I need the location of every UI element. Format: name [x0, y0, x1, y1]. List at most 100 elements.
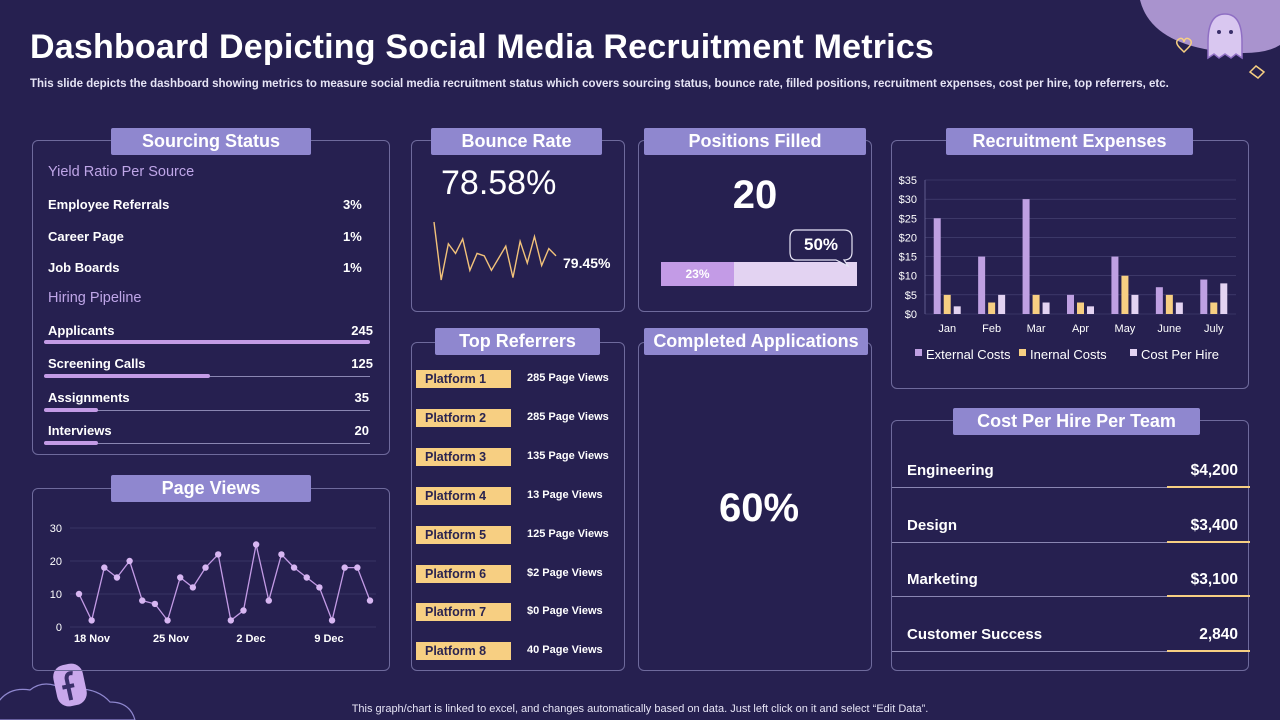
x-tick-label: July — [1204, 323, 1224, 335]
y-tick-label: 10 — [50, 589, 62, 601]
referrer-platform-label: Platform 5 — [416, 525, 511, 544]
pipeline-fill — [44, 441, 98, 445]
bar-external-costs — [978, 256, 986, 314]
bounce-sparkline — [433, 221, 557, 281]
x-tick-label: 9 Dec — [314, 633, 343, 645]
page-views-point — [139, 597, 146, 604]
yield-ratio-heading: Yield Ratio Per Source — [48, 164, 195, 180]
bar-external-costs — [1111, 256, 1119, 314]
team-row-divider — [892, 541, 1250, 543]
yield-value: 3% — [343, 197, 362, 212]
page-views-point — [303, 574, 310, 581]
cost-per-team-title: Cost Per Hire Per Team — [953, 408, 1200, 435]
bar-cost-per-hire — [1131, 294, 1139, 314]
positions-target-label: 50% — [803, 235, 839, 254]
referrer-page-views: 125 Page Views — [527, 527, 609, 540]
page-views-point — [328, 617, 336, 624]
team-row-accent — [1167, 486, 1250, 488]
team-cost-value: $4,200 — [1190, 462, 1238, 479]
legend-swatch — [915, 349, 922, 356]
referrer-page-views: 285 Page Views — [527, 372, 609, 384]
positions-filled-title: Positions Filled — [644, 128, 866, 155]
yield-label: Job Boards — [48, 260, 120, 275]
pipeline-value: 245 — [351, 323, 373, 338]
referrer-page-views: 13 Page Views — [527, 488, 603, 501]
x-tick-label: 18 Nov — [74, 633, 111, 645]
team-row-divider — [892, 650, 1250, 652]
pipeline-label: Applicants — [48, 323, 115, 338]
referrer-platform-label: Platform 6 — [416, 564, 511, 583]
top-referrers-panel — [411, 342, 625, 671]
team-cost-value: 2,840 — [1199, 625, 1238, 643]
bar-cost-per-hire — [1087, 306, 1094, 314]
referrer-page-views: 135 Page Views — [527, 449, 609, 462]
page-views-point — [252, 541, 260, 548]
bar-external-costs — [1067, 294, 1074, 314]
page-views-title: Page Views — [111, 475, 311, 502]
positions-target-callout — [789, 229, 853, 268]
pipeline-track — [44, 443, 370, 444]
page-views-point — [164, 617, 171, 624]
bar-external-costs — [1155, 287, 1163, 314]
pipeline-label: Screening Calls — [48, 356, 146, 371]
y-tick-label: $10 — [899, 271, 917, 283]
recruitment-expenses-chart: $0 $5 $10 $15 $20 $25 $30 $35 Jan Feb Mar Apr May Jun… — [899, 175, 1236, 362]
x-tick-label: June — [1157, 323, 1181, 335]
referrer-platform-label: Platform 4 — [416, 486, 511, 505]
page-views-point — [126, 557, 133, 565]
y-tick-label: 20 — [50, 556, 62, 568]
hiring-pipeline-heading: Hiring Pipeline — [48, 290, 142, 306]
page-views-point — [202, 564, 209, 571]
page-views-point — [290, 564, 298, 571]
legend-label: External Costs — [926, 347, 1011, 362]
page-views-point — [214, 551, 222, 558]
bar-inernal-costs — [1121, 275, 1129, 314]
bar-cost-per-hire — [1042, 302, 1050, 314]
page-views-point — [366, 597, 374, 604]
page-title: Dashboard Depicting Social Media Recruit… — [30, 28, 935, 66]
y-tick-label: $30 — [899, 194, 917, 206]
corner-decoration — [1140, 0, 1280, 79]
positions-progress-fill — [661, 262, 734, 286]
team-name: Design — [907, 516, 958, 534]
legend-swatch — [1019, 349, 1026, 356]
x-tick-label: Jan — [938, 323, 956, 335]
team-row-divider — [892, 487, 1250, 488]
yield-value: 1% — [343, 260, 362, 275]
bounce-rate-title: Bounce Rate — [431, 128, 602, 155]
page-views-point — [151, 600, 159, 608]
page-views-point — [189, 584, 197, 591]
referrer-platform-label: Platform 7 — [416, 603, 511, 622]
referrer-platform-label: Platform 2 — [416, 408, 511, 427]
y-tick-label: $0 — [905, 309, 917, 321]
ghost-icon — [1207, 13, 1243, 60]
bar-external-costs — [933, 218, 941, 314]
pipeline-label: Interviews — [48, 423, 112, 438]
pipeline-value: 20 — [354, 423, 369, 438]
bar-cost-per-hire — [953, 306, 961, 314]
page-views-chart: 0 10 20 30 18 Nov 25 Nov 2 Dec 9 Dec — [50, 523, 376, 645]
bounce-secondary-value: 79.45% — [563, 255, 611, 271]
page-views-point — [101, 564, 108, 571]
footer-note: This graph/chart is linked to excel, and… — [351, 703, 929, 715]
team-name: Engineering — [907, 462, 994, 479]
referrer-page-views: 285 Page Views — [527, 410, 609, 423]
completed-applications-value: 60% — [718, 486, 800, 530]
y-tick-label: $5 — [905, 290, 917, 302]
yield-label: Employee Referrals — [48, 197, 170, 212]
bar-cost-per-hire — [998, 294, 1006, 314]
bar-inernal-costs — [1165, 294, 1173, 314]
recruitment-expenses-title: Recruitment Expenses — [946, 128, 1193, 155]
bar-external-costs — [1200, 279, 1208, 314]
team-name: Marketing — [907, 571, 978, 588]
bounce-sparkline-series — [433, 221, 557, 281]
y-tick-label: $35 — [899, 175, 917, 187]
yield-label: Career Page — [48, 229, 124, 244]
bar-cost-per-hire — [1220, 283, 1228, 314]
positions-progress-track: 23% — [661, 262, 857, 286]
team-cost-value: $3,100 — [1190, 571, 1238, 588]
team-row-accent — [1167, 649, 1250, 652]
pipeline-label: Assignments — [48, 390, 130, 405]
team-name: Customer Success — [907, 625, 1043, 643]
team-row-divider — [892, 596, 1250, 597]
